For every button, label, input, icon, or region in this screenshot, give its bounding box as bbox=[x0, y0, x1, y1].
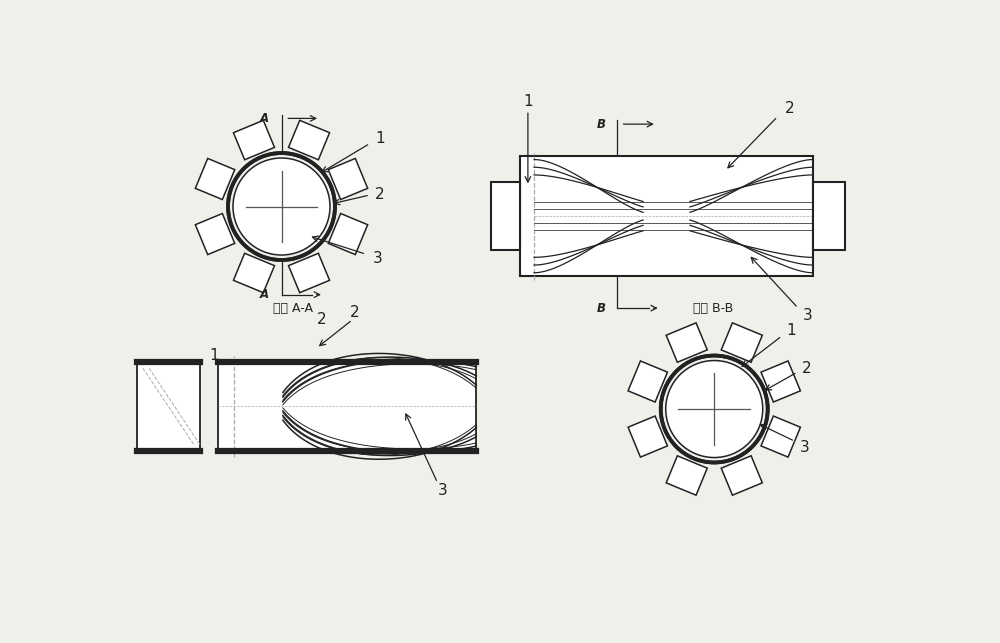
Bar bbox=[666, 456, 707, 495]
Text: 3: 3 bbox=[799, 440, 809, 455]
Text: 1: 1 bbox=[375, 131, 385, 146]
Bar bbox=[721, 456, 762, 495]
Circle shape bbox=[666, 361, 762, 457]
Text: 2: 2 bbox=[785, 101, 795, 116]
Text: A: A bbox=[260, 112, 269, 125]
Bar bbox=[328, 213, 368, 255]
Bar bbox=[288, 120, 330, 159]
Bar bbox=[813, 182, 845, 250]
Text: B: B bbox=[597, 302, 606, 314]
Text: 3: 3 bbox=[373, 251, 383, 266]
Circle shape bbox=[234, 159, 329, 254]
Bar bbox=[233, 253, 275, 293]
Bar bbox=[233, 120, 275, 159]
Text: 剪面 B-B: 剪面 B-B bbox=[693, 302, 733, 316]
Text: 剪面 A-A: 剪面 A-A bbox=[273, 302, 313, 316]
Text: 2: 2 bbox=[802, 361, 811, 377]
Text: 2: 2 bbox=[350, 305, 360, 320]
Bar bbox=[520, 156, 813, 276]
Text: 1: 1 bbox=[786, 323, 796, 338]
Bar bbox=[666, 323, 707, 362]
Text: 1: 1 bbox=[209, 349, 219, 363]
Bar bbox=[218, 362, 476, 451]
Text: 2: 2 bbox=[375, 188, 385, 203]
Bar bbox=[328, 158, 368, 199]
Bar bbox=[195, 213, 235, 255]
Bar bbox=[628, 361, 667, 402]
Bar bbox=[761, 361, 800, 402]
Text: B: B bbox=[597, 118, 606, 131]
Bar bbox=[491, 182, 520, 250]
Bar bbox=[721, 323, 762, 362]
Bar bbox=[288, 253, 330, 293]
Bar bbox=[195, 158, 235, 199]
Text: 3: 3 bbox=[438, 483, 448, 498]
Bar bbox=[761, 416, 800, 457]
Text: 3: 3 bbox=[803, 309, 813, 323]
Bar bbox=[628, 416, 667, 457]
Text: A: A bbox=[260, 288, 269, 301]
Text: 2: 2 bbox=[317, 312, 326, 327]
Bar bbox=[137, 362, 200, 451]
Text: 1: 1 bbox=[523, 93, 533, 109]
